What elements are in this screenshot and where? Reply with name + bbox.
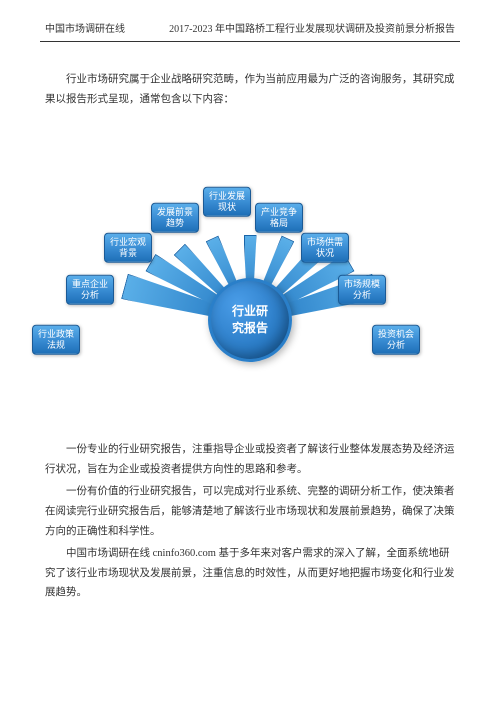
diagram-node-0: 行业政策法规 [32, 325, 80, 356]
intro-paragraph: 行业市场研究属于企业战略研究范畴，作为当前应用最为广泛的咨询服务，其研究成果以报… [0, 42, 500, 122]
diagram-center: 行业研究报告 [208, 278, 292, 362]
diagram-node-2: 行业宏观背景 [104, 233, 152, 264]
diagram-node-4: 行业发展现状 [203, 187, 251, 218]
diagram-node-6: 市场供需状况 [301, 233, 349, 264]
body-paragraphs: 一份专业的行业研究报告，注重指导企业或投资者了解该行业整体发展态势及经济运行状况… [0, 428, 500, 604]
fan-diagram: 行业研究报告 行业政策法规 重点企业分析 行业宏观背景发展前景趋势行业发展现状产业竞… [0, 130, 500, 420]
paragraph-3: 中国市场调研在线 cninfo360.com 基于多年来对客户需求的深入了解，全… [45, 544, 455, 604]
diagram-node-5: 产业竞争格局 [255, 203, 303, 234]
diagram-node-1: 重点企业分析 [66, 275, 114, 306]
header-right: 2017-2023 年中国路桥工程行业发展现状调研及投资前景分析报告 [169, 20, 455, 35]
page-header: 中国市场调研在线 2017-2023 年中国路桥工程行业发展现状调研及投资前景分… [40, 0, 460, 42]
diagram-node-7: 市场规模分析 [338, 275, 386, 306]
diagram-node-3: 发展前景趋势 [151, 203, 199, 234]
diagram-node-8: 投资机会分析 [372, 325, 420, 356]
header-left: 中国市场调研在线 [45, 20, 125, 35]
center-label: 行业研究报告 [232, 303, 268, 337]
paragraph-2: 一份有价值的行业研究报告，可以完成对行业系统、完整的调研分析工作，使决策者在阅读… [45, 482, 455, 542]
paragraph-1: 一份专业的行业研究报告，注重指导企业或投资者了解该行业整体发展态势及经济运行状况… [45, 440, 455, 480]
